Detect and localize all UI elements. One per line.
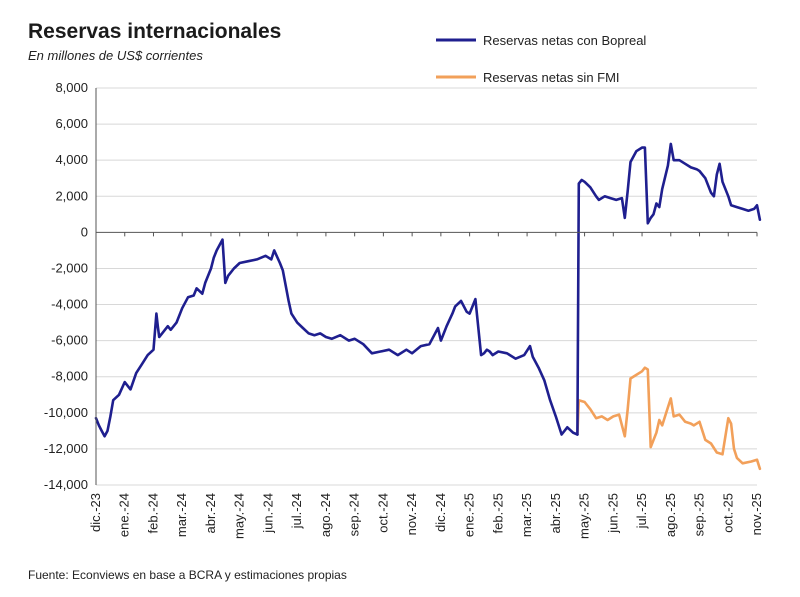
- x-tick-label: feb.-24: [145, 493, 160, 533]
- x-tick-label: abr.-25: [548, 493, 563, 533]
- x-axis-ticks: dic.-23 ene.-24 feb.-24 mar.-24 abr.-24 may.-…: [88, 493, 764, 539]
- x-tick-label: jul.-24: [289, 493, 304, 529]
- x-tick-label: sep.-25: [692, 493, 707, 536]
- x-tick-label: ago.-25: [663, 493, 678, 537]
- legend-label-bopreal: Reservas netas con Bopreal: [483, 33, 646, 48]
- x-tick-label: oct.-25: [720, 493, 735, 533]
- series-line-bopreal-continued: [576, 142, 762, 436]
- x-tick-label: mar.-25: [519, 493, 534, 537]
- x-tick-label: oct.-24: [375, 493, 390, 533]
- axes: [95, 88, 758, 485]
- y-tick-label: -6,000: [51, 333, 88, 348]
- x-tick-label: ago.-24: [318, 493, 333, 537]
- x-tick-label: sep.-24: [347, 493, 362, 536]
- series-lines: [94, 142, 762, 471]
- x-tick-label: mar.-24: [174, 493, 189, 537]
- y-tick-label: 0: [81, 224, 88, 239]
- x-tick-label: may.-24: [232, 493, 247, 539]
- y-tick-label: -4,000: [51, 297, 88, 312]
- x-tick-label: dic.-23: [88, 493, 103, 532]
- x-tick-label: may.-25: [577, 493, 592, 539]
- x-tick-label: ene.-25: [462, 493, 477, 537]
- series-line-bopreal: [94, 238, 579, 438]
- x-tick-label: jun.-24: [260, 493, 275, 534]
- chart-title: Reservas internacionales: [28, 20, 282, 43]
- y-axis-ticks: 8,000 6,000 4,000 2,000 0 -2,000 -4,000 -6,000 -…: [44, 80, 88, 492]
- y-tick-label: -2,000: [51, 260, 88, 275]
- x-tick-label: feb.-25: [490, 493, 505, 533]
- series-line-sin-fmi: [576, 366, 762, 471]
- x-tick-label: jul.-25: [634, 493, 649, 529]
- y-tick-label: -12,000: [44, 441, 88, 456]
- x-tick-label: abr.-24: [203, 493, 218, 533]
- x-tick-label: jun.-25: [605, 493, 620, 534]
- y-tick-label: -14,000: [44, 477, 88, 492]
- x-tick-label: dic.-24: [433, 493, 448, 532]
- chart-subtitle: En millones de US$ corrientes: [28, 48, 203, 63]
- x-tick-label: ene.-24: [117, 493, 132, 537]
- y-tick-label: 4,000: [55, 152, 88, 167]
- y-tick-label: 2,000: [55, 188, 88, 203]
- y-tick-label: -8,000: [51, 369, 88, 384]
- y-tick-label: 6,000: [55, 116, 88, 131]
- x-tick-label: nov.-25: [749, 493, 764, 535]
- legend-label-sin-fmi: Reservas netas sin FMI: [483, 70, 620, 85]
- y-tick-label: -10,000: [44, 405, 88, 420]
- x-tick-label: nov.-24: [404, 493, 419, 535]
- y-tick-label: 8,000: [55, 80, 88, 95]
- source-note: Fuente: Econviews en base a BCRA y estim…: [28, 568, 347, 582]
- legend: Reservas netas con Bopreal Reservas neta…: [436, 33, 646, 85]
